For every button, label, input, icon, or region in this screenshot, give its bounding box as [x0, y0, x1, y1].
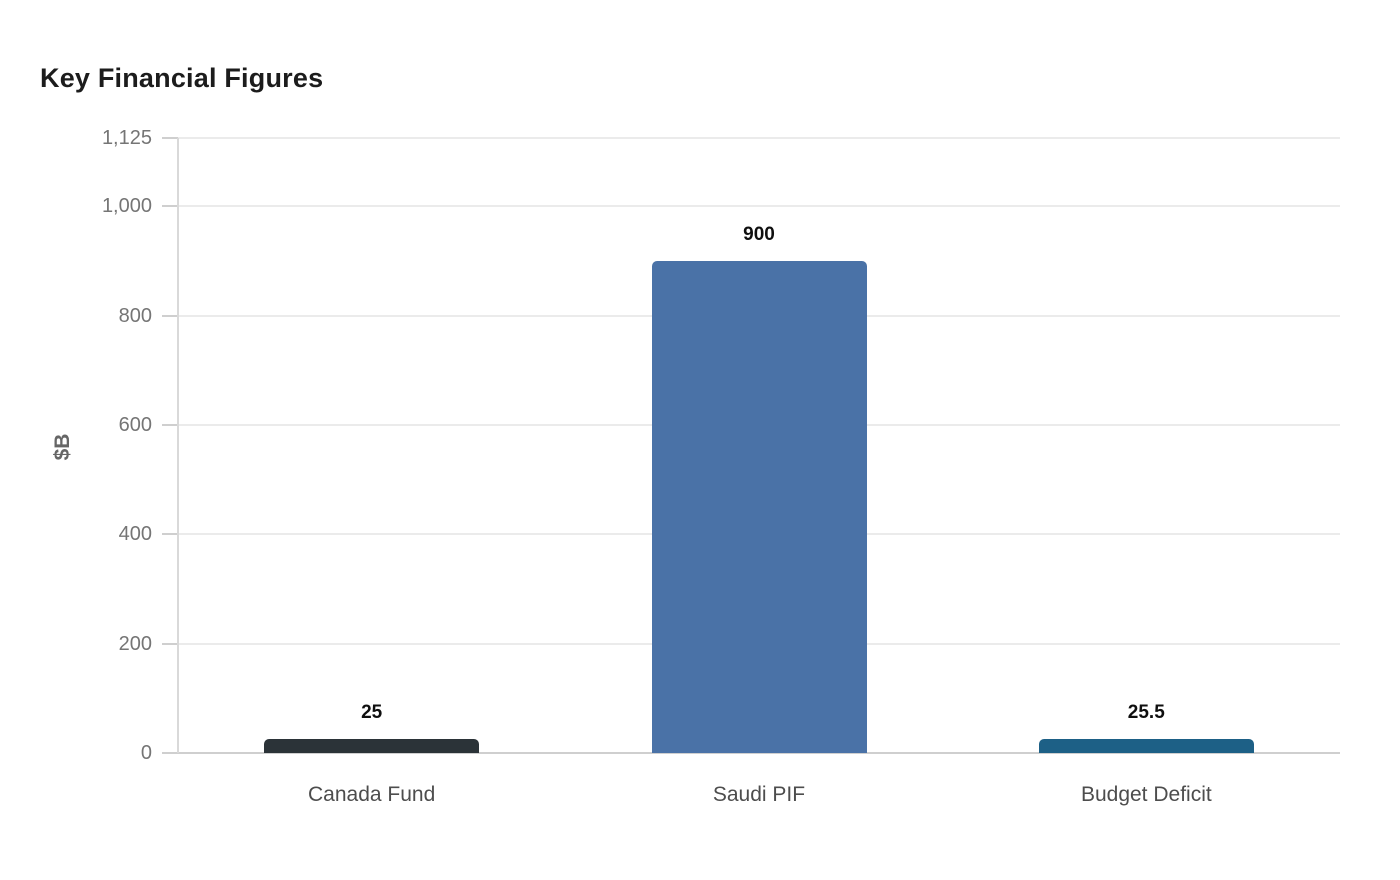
y-tick-label: 800: [118, 305, 152, 327]
category-label: Saudi PIF: [712, 783, 806, 806]
y-tick-mark: [162, 137, 178, 139]
y-tick-label: 1,125: [101, 127, 152, 149]
bar-budget-deficit: [1038, 739, 1254, 753]
y-tick-mark: [162, 424, 178, 426]
bar-saudi-pif: [651, 261, 867, 753]
y-tick-mark: [162, 643, 178, 645]
y-tick-label: 1,000: [101, 195, 152, 217]
y-tick-label: 400: [118, 523, 152, 545]
category-label: Budget Deficit: [1080, 783, 1212, 806]
bar-value-label: 25.5: [1127, 702, 1165, 724]
y-tick-label: 0: [140, 742, 152, 764]
y-tick-mark: [162, 533, 178, 535]
y-gridline: [178, 137, 1340, 139]
y-gridline: [178, 752, 1340, 754]
y-tick-mark: [162, 752, 178, 754]
y-tick-label: 200: [118, 633, 152, 655]
y-tick-label: 600: [118, 414, 152, 436]
y-axis-line: [177, 138, 179, 753]
bar-value-label: 25: [361, 702, 383, 724]
bar-value-label: 900: [743, 224, 775, 245]
category-label: Canada Fund: [308, 783, 436, 806]
y-gridline: [178, 205, 1340, 207]
chart-title: Key Financial Figures: [40, 63, 324, 93]
y-tick-mark: [162, 315, 178, 317]
y-tick-mark: [162, 205, 178, 207]
bar-canada-fund: [264, 739, 480, 753]
